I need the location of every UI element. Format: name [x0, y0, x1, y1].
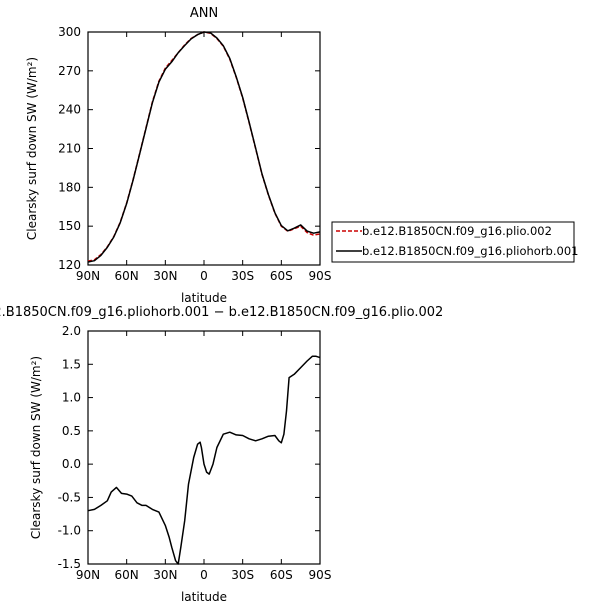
y-tick-label: 0.0 [62, 457, 81, 471]
y-tick-label: 240 [58, 103, 81, 117]
series-line-0 [87, 31, 321, 262]
bottom-y-axis-label: Clearsky surf down SW (W/m²) [29, 356, 43, 539]
y-tick-label: 270 [58, 64, 81, 78]
y-tick-label: -1.0 [58, 524, 81, 538]
y-tick-label: -0.5 [58, 490, 81, 504]
y-tick-label: 0.5 [62, 424, 81, 438]
bottom-x-axis-label: latitude [181, 590, 227, 604]
bottom-panel: b.e12.B1850CN.f09_g16.pliohorb.001 − b.e… [0, 305, 443, 604]
legend-box [331, 221, 575, 263]
legend-label-pliohorb: b.e12.B1850CN.f09_g16.pliohorb.001 [362, 244, 578, 258]
series-line-1 [87, 31, 321, 263]
bottom-y-ticks: -1.5 -1.0 -0.5 0.0 0.5 1.0 1.5 2.0 [58, 324, 320, 571]
top-series-lines [87, 31, 321, 263]
y-tick-label: 150 [58, 219, 81, 233]
x-tick-label: 90N [76, 568, 100, 582]
x-tick-label: 0 [200, 568, 208, 582]
top-panel-title: ANN [190, 6, 218, 21]
y-tick-label: -1.5 [58, 557, 81, 571]
x-tick-label: 30N [153, 269, 177, 283]
legend-label-plio: b.e12.B1850CN.f09_g16.plio.002 [362, 224, 552, 238]
bottom-panel-title: b.e12.B1850CN.f09_g16.pliohorb.001 − b.e… [0, 305, 443, 320]
x-tick-label: 90S [309, 568, 332, 582]
x-tick-label: 60S [270, 568, 293, 582]
bottom-series-lines [87, 355, 321, 565]
y-tick-label: 120 [58, 258, 81, 272]
top-legend: b.e12.B1850CN.f09_g16.plio.002 b.e12.B18… [331, 221, 578, 263]
x-tick-label: 0 [200, 269, 208, 283]
x-tick-label: 30N [153, 568, 177, 582]
x-tick-label: 90N [76, 269, 100, 283]
bottom-plot-frame [87, 330, 321, 565]
x-tick-label: 90S [309, 269, 332, 283]
y-tick-label: 300 [58, 25, 81, 39]
y-tick-label: 1.0 [62, 391, 81, 405]
y-tick-label: 2.0 [62, 324, 81, 338]
y-tick-label: 210 [58, 142, 81, 156]
y-tick-label: 1.5 [62, 357, 81, 371]
x-tick-label: 60N [115, 269, 139, 283]
top-panel: ANN 90N 60N 30N 0 30S 60S 90S 120 150 180 210 240 2… [25, 6, 578, 305]
top-y-axis-label: Clearsky surf down SW (W/m²) [25, 57, 39, 240]
top-x-axis-label: latitude [181, 291, 227, 305]
series-line-0 [87, 355, 321, 565]
top-y-ticks: 120 150 180 210 240 270 300 [58, 25, 320, 272]
y-tick-label: 180 [58, 180, 81, 194]
x-tick-label: 30S [231, 269, 254, 283]
bottom-x-ticks: 90N 60N 30N 0 30S 60S 90S [76, 331, 332, 582]
x-tick-label: 60N [115, 568, 139, 582]
x-tick-label: 30S [231, 568, 254, 582]
x-tick-label: 60S [270, 269, 293, 283]
top-x-ticks: 90N 60N 30N 0 30S 60S 90S [76, 32, 332, 283]
